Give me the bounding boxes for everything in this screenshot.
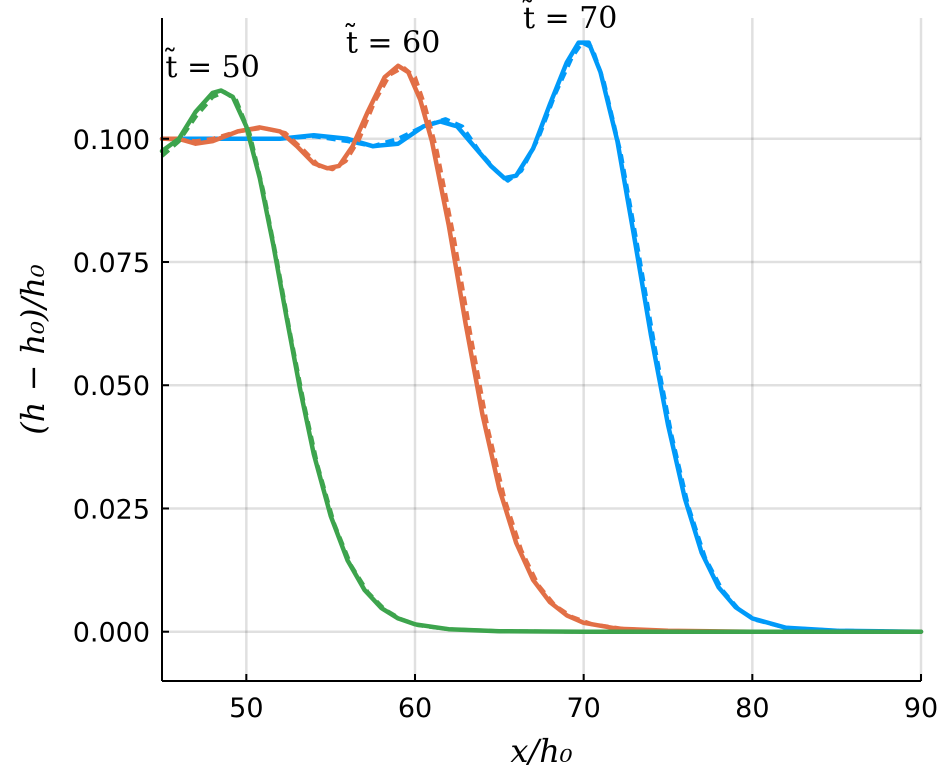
series-line-1-dashed <box>162 40 922 634</box>
annotation-0: t̃ = 50 <box>164 48 259 86</box>
x-axis-label: x/h₀ <box>510 732 572 770</box>
series-line-3-dashed <box>161 65 921 634</box>
y-axis-label: (h − h₀)/h₀ <box>14 264 52 435</box>
y-tick-label-4: 0.100 <box>73 125 150 156</box>
series-line-4-solid <box>159 88 924 634</box>
x-tick-label-4: 90 <box>904 693 938 724</box>
annotation-2: t̃ = 70 <box>522 0 617 36</box>
axes <box>161 18 922 682</box>
y-tick-label-3: 0.075 <box>73 248 150 279</box>
x-tick-label-2: 70 <box>566 693 600 724</box>
annotation-1: t̃ = 60 <box>345 23 440 61</box>
y-tick-label-0: 0.000 <box>73 618 150 649</box>
series-line-5-dashed <box>160 89 921 634</box>
annotations: t̃ = 50 t̃ = 60 t̃ = 70 <box>164 0 617 85</box>
series-group <box>159 40 924 634</box>
tick-labels: 50 60 70 80 90 0.000 0.025 0.050 0.075 0.100 <box>73 125 938 724</box>
grid-lines <box>162 18 923 681</box>
x-tick-label-1: 60 <box>398 693 432 724</box>
x-tick-label-0: 50 <box>229 693 263 724</box>
x-tick-label-3: 80 <box>735 693 769 724</box>
series-line-2-solid <box>159 63 924 634</box>
y-tick-label-2: 0.050 <box>73 371 150 402</box>
y-tick-label-1: 0.025 <box>73 494 150 525</box>
